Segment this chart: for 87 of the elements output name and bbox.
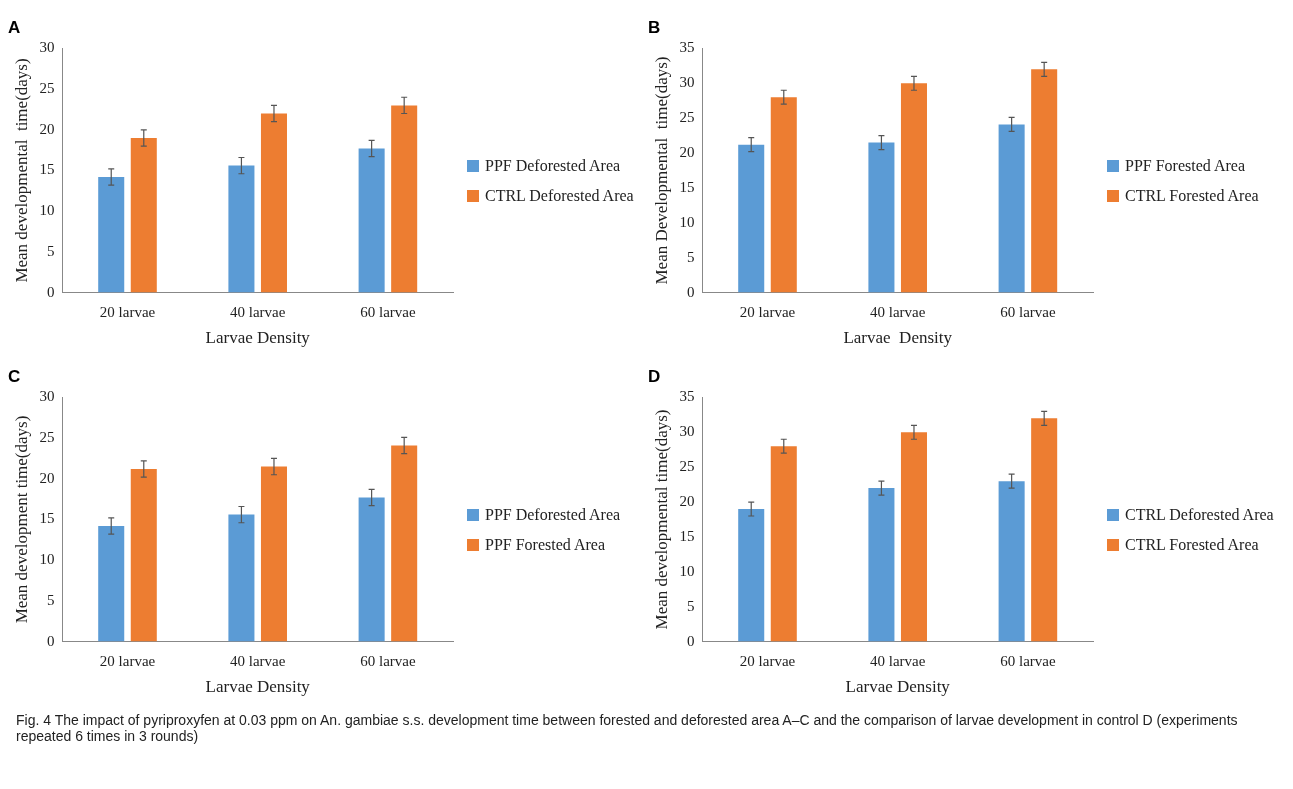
- x-tick-label: 20 larvae: [99, 652, 156, 669]
- y-tick-label: 5: [46, 242, 55, 259]
- bar: [770, 97, 797, 293]
- y-tick-label: 10: [39, 202, 55, 219]
- x-tick-label: 20 larvae: [739, 652, 796, 669]
- y-tick-label: 30: [39, 388, 55, 405]
- bar: [228, 165, 255, 293]
- y-tick-label: 15: [39, 510, 55, 527]
- y-tick-label: 25: [679, 109, 695, 126]
- y-tick-label: 15: [679, 178, 695, 195]
- x-tick-label: 40 larvae: [230, 652, 286, 669]
- x-tick-label: 40 larvae: [870, 652, 926, 669]
- y-tick-label: 0: [686, 632, 695, 649]
- y-tick-label: 20: [679, 143, 695, 160]
- y-tick-label: 0: [686, 283, 695, 300]
- y-tick-label: 5: [46, 591, 55, 608]
- bar: [1031, 69, 1058, 293]
- x-tick-label: 60 larvae: [1000, 652, 1056, 669]
- bar: [130, 137, 157, 293]
- y-tick-label: 30: [39, 39, 55, 56]
- legend-label: CTRL Forested Area: [1125, 186, 1259, 205]
- y-tick-label: 35: [679, 39, 695, 56]
- y-axis-title: Mean developmental time(days): [651, 409, 671, 630]
- bar: [260, 113, 287, 293]
- x-axis-title: Larvae Density: [205, 328, 311, 348]
- bar: [868, 488, 895, 642]
- y-tick-label: 10: [39, 551, 55, 568]
- bar: [738, 509, 765, 642]
- bar: [391, 445, 418, 642]
- bar: [98, 526, 125, 642]
- bar: [738, 144, 765, 293]
- x-axis-title: Larvae Density: [845, 677, 951, 697]
- bar: [391, 105, 418, 293]
- bar: [998, 124, 1025, 293]
- y-tick-label: 5: [686, 248, 695, 265]
- y-tick-label: 10: [679, 213, 695, 230]
- bar: [358, 497, 385, 642]
- legend-label: CTRL Forested Area: [1125, 535, 1259, 554]
- x-tick-label: 60 larvae: [360, 303, 416, 320]
- y-tick-label: 25: [39, 429, 55, 446]
- bar: [358, 148, 385, 293]
- y-tick-label: 20: [679, 492, 695, 509]
- chart-title: D: [648, 366, 661, 386]
- y-tick-label: 30: [679, 423, 695, 440]
- y-tick-label: 15: [679, 527, 695, 544]
- bar: [130, 469, 157, 642]
- bar: [998, 481, 1025, 642]
- y-axis-title: Mean developmental time(days): [11, 58, 31, 283]
- y-tick-label: 30: [679, 74, 695, 91]
- x-tick-label: 20 larvae: [739, 303, 796, 320]
- caption: Fig. 4 The impact of pyriproxyfen at 0.03 ppm on An. gambiae s.s. development time between forested and deforested area A–C and the comparison of larvae development in control D (experiments repeated 6 times in 3 rounds): [15, 711, 1239, 746]
- x-tick-label: 60 larvae: [1000, 303, 1056, 320]
- bar: [260, 466, 287, 642]
- legend-label: CTRL Deforested Area: [485, 186, 634, 205]
- bar: [98, 177, 125, 293]
- x-axis-title: Larvae Density: [843, 328, 953, 348]
- y-tick-label: 20: [39, 120, 55, 137]
- y-axis-title: Mean development time(days): [11, 415, 31, 624]
- x-tick-label: 40 larvae: [230, 303, 286, 320]
- y-axis-title: Mean Developmental time(days): [651, 56, 671, 285]
- y-tick-label: 10: [679, 562, 695, 579]
- x-tick-label: 20 larvae: [99, 303, 156, 320]
- legend-label: PPF Deforested Area: [485, 156, 621, 175]
- chart-title: A: [8, 17, 21, 37]
- bar: [228, 514, 255, 642]
- y-tick-label: 0: [46, 632, 55, 649]
- bar: [770, 446, 797, 642]
- y-tick-label: 20: [39, 469, 55, 486]
- legend-label: PPF Forested Area: [485, 535, 605, 554]
- y-tick-label: 5: [686, 597, 695, 614]
- bar: [900, 432, 927, 642]
- bar: [868, 142, 895, 293]
- y-tick-label: 15: [39, 161, 55, 178]
- y-tick-label: 35: [679, 388, 695, 405]
- x-tick-label: 40 larvae: [870, 303, 926, 320]
- bar: [1031, 418, 1058, 642]
- x-axis-title: Larvae Density: [205, 677, 311, 697]
- y-tick-label: 0: [46, 283, 55, 300]
- bar: [900, 83, 927, 293]
- y-tick-label: 25: [679, 458, 695, 475]
- chart-title: C: [8, 366, 21, 386]
- y-tick-label: 25: [39, 80, 55, 97]
- chart-title: B: [648, 17, 661, 37]
- legend-label: PPF Forested Area: [1125, 156, 1245, 175]
- legend-label: PPF Deforested Area: [485, 505, 621, 524]
- legend-label: CTRL Deforested Area: [1125, 505, 1274, 524]
- x-tick-label: 60 larvae: [360, 652, 416, 669]
